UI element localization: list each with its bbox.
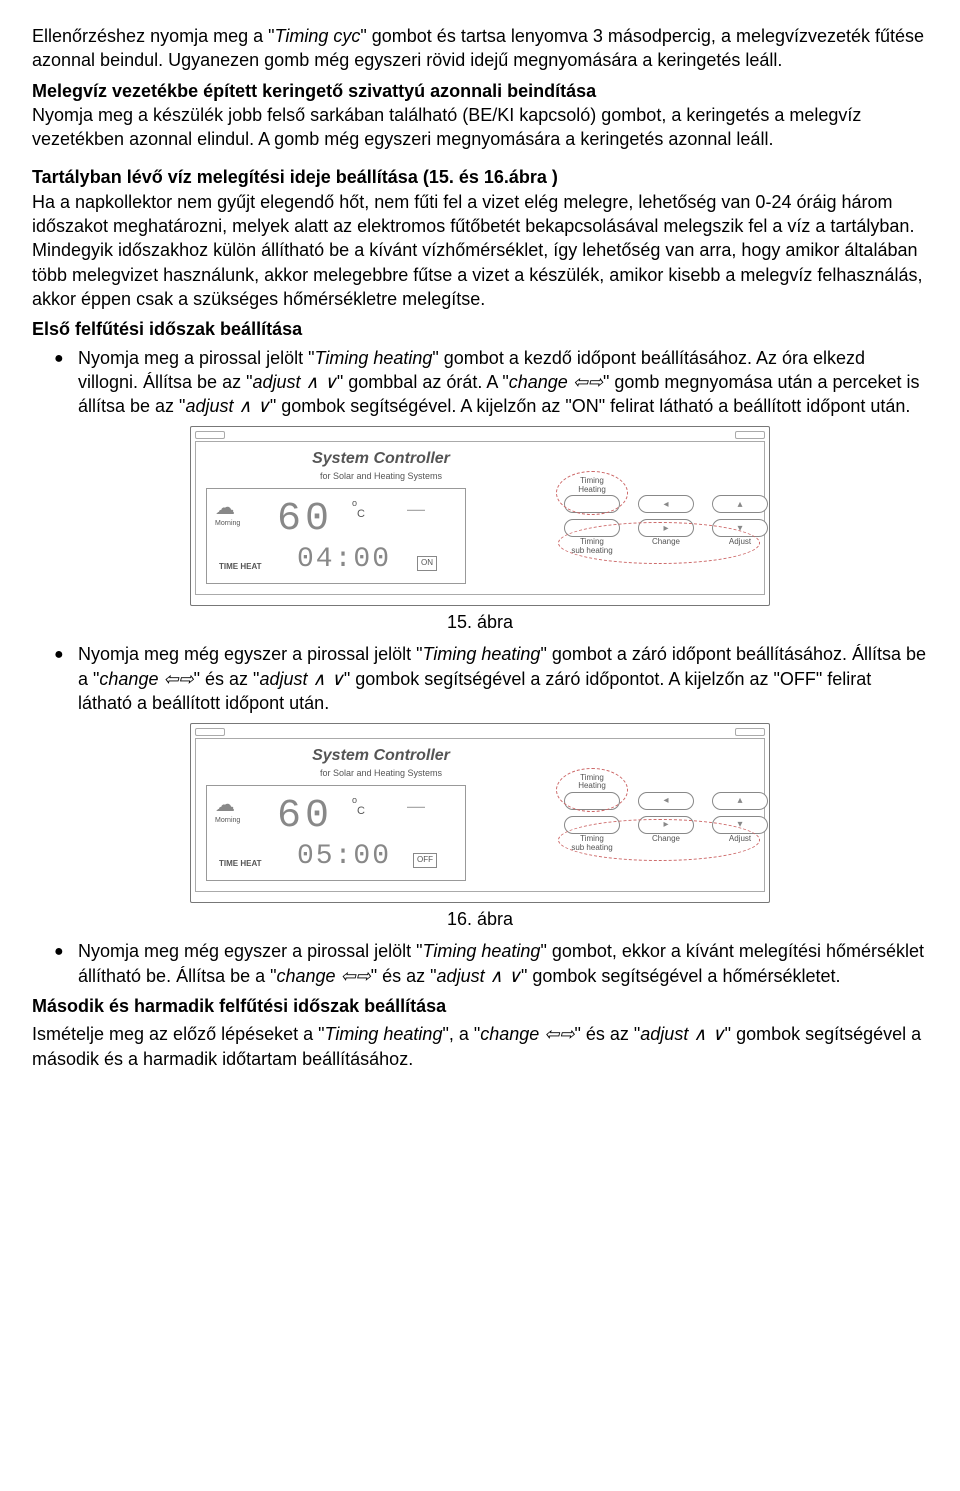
text-italic: change ⇦⇨ — [277, 966, 371, 986]
highlight-circle — [556, 471, 628, 515]
time-heat-label: TIME HEAT — [219, 859, 262, 870]
figure-15: System Controller for Solar and Heating … — [32, 426, 928, 606]
deg-c: C — [357, 507, 365, 522]
highlight-circle — [556, 768, 628, 812]
text: Nyomja meg még egyszer a pirossal jelölt… — [78, 644, 423, 664]
text-italic: Timing heating — [423, 644, 541, 664]
text: " és az " — [574, 1024, 640, 1044]
heading: Tartályban lévő víz melegítési ideje beá… — [32, 167, 558, 187]
text: " gombok segítségével a hőmérsékletet. — [521, 966, 841, 986]
text-italic: Timing heating — [325, 1024, 443, 1044]
controller-panel: System Controller for Solar and Heating … — [190, 426, 770, 606]
on-badge: ON — [417, 556, 437, 571]
left-button[interactable]: ◂ — [638, 495, 694, 513]
up-button[interactable]: ▴ — [712, 495, 768, 513]
lcd-temp: 60 — [277, 493, 333, 547]
text: " gombbal az órát. A " — [337, 372, 509, 392]
lcd-display: ☁ Morning 60 o C — TIME HEAT 05:00 OFF — [206, 785, 466, 881]
button-panel: TimingHeating ◂ ▴ — [556, 448, 754, 584]
controller-panel: System Controller for Solar and Heating … — [190, 723, 770, 903]
up-button[interactable]: ▴ — [712, 792, 768, 810]
deg-c: C — [357, 804, 365, 819]
text-italic: change ⇦⇨ — [480, 1024, 574, 1044]
heading-second-third: Második és harmadik felfűtési időszak be… — [32, 994, 928, 1018]
text: Ismételje meg az előző lépéseket a " — [32, 1024, 325, 1044]
panel-title: System Controller — [206, 745, 556, 767]
text-italic: Timing heating — [314, 348, 432, 368]
panel-title: System Controller — [206, 448, 556, 470]
text-italic: adjust ∧ ∨ — [252, 372, 336, 392]
figure-16: System Controller for Solar and Heating … — [32, 723, 928, 903]
text: ", a " — [442, 1024, 480, 1044]
left-button[interactable]: ◂ — [638, 792, 694, 810]
highlight-circle — [558, 819, 760, 861]
text-italic: change ⇦⇨ — [99, 669, 193, 689]
minus-icon: — — [407, 497, 425, 521]
heading: Második és harmadik felfűtési időszak be… — [32, 996, 446, 1016]
bullet-step3: Nyomja meg még egyszer a pirossal jelölt… — [60, 939, 928, 988]
text: Ellenőrzéshez nyomja meg a " — [32, 26, 275, 46]
morning-label: Morning — [215, 519, 240, 528]
para-intro: Ellenőrzéshez nyomja meg a "Timing cyc" … — [32, 24, 928, 73]
para-tank-heading: Tartályban lévő víz melegítési ideje beá… — [32, 165, 928, 311]
morning-label: Morning — [215, 816, 240, 825]
figure-16-caption: 16. ábra — [32, 907, 928, 931]
lcd-display: ☁ Morning 60 o C — TIME HEAT 04:00 ON — [206, 488, 466, 584]
lcd-time: 04:00 — [297, 541, 391, 579]
text-italic: adjust ∧ ∨ — [185, 396, 269, 416]
heading: Melegvíz vezetékbe épített keringető szi… — [32, 81, 596, 101]
bullet-step2: Nyomja meg még egyszer a pirossal jelölt… — [60, 642, 928, 715]
text: Nyomja meg a pirossal jelölt " — [78, 348, 314, 368]
lcd-temp: 60 — [277, 790, 333, 844]
heading: Első felfűtési időszak beállítása — [32, 319, 302, 339]
bullet-step1: Nyomja meg a pirossal jelölt "Timing hea… — [60, 346, 928, 419]
minus-icon: — — [407, 794, 425, 818]
text-italic: adjust ∧ ∨ — [437, 966, 521, 986]
text-italic: Timing cyc — [275, 26, 361, 46]
para-repeat: Ismételje meg az előző lépéseket a "Timi… — [32, 1022, 928, 1071]
button-panel: TimingHeating ◂ ▴ — [556, 745, 754, 881]
text: " és az " — [194, 669, 260, 689]
off-badge: OFF — [413, 853, 437, 868]
text-italic: Timing heating — [423, 941, 541, 961]
time-heat-label: TIME HEAT — [219, 562, 262, 573]
panel-subtitle: for Solar and Heating Systems — [206, 470, 556, 482]
text: Nyomja meg a készülék jobb felső sarkába… — [32, 105, 861, 149]
figure-15-caption: 15. ábra — [32, 610, 928, 634]
text-italic: change ⇦⇨ — [509, 372, 603, 392]
panel-subtitle: for Solar and Heating Systems — [206, 767, 556, 779]
highlight-circle — [558, 522, 760, 564]
lcd-time: 05:00 — [297, 838, 391, 876]
morning-icon: ☁ — [215, 495, 235, 522]
text-italic: adjust ∧ ∨ — [640, 1024, 724, 1044]
text: " és az " — [371, 966, 437, 986]
text: " gombok segítségével. A kijelzőn az "ON… — [270, 396, 911, 416]
para-pump: Melegvíz vezetékbe épített keringető szi… — [32, 79, 928, 152]
text-italic: adjust ∧ ∨ — [259, 669, 343, 689]
morning-icon: ☁ — [215, 792, 235, 819]
text: Nyomja meg még egyszer a pirossal jelölt… — [78, 941, 423, 961]
heading-first-period: Első felfűtési időszak beállítása — [32, 317, 928, 341]
text: Ha a napkollektor nem gyűjt elegendő hőt… — [32, 192, 922, 309]
